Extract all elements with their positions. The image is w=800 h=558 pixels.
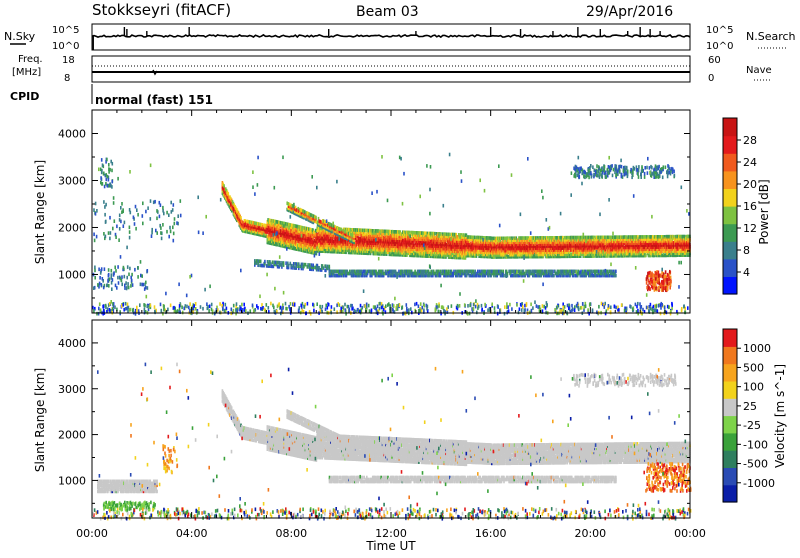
noise-tick-left-bottom: 10^0 xyxy=(52,41,79,52)
cpid-text: normal (fast) 151 xyxy=(95,93,213,107)
power-echo-main xyxy=(389,230,391,234)
freq-label-1: Freq. xyxy=(18,54,43,65)
power-echo-main xyxy=(645,254,647,258)
power-echo-main xyxy=(240,216,242,220)
power-echo-main xyxy=(223,184,225,188)
power-panel-bg xyxy=(92,110,690,313)
freq-tick-top: 18 xyxy=(62,55,75,66)
station-title: Stokkseyri (fitACF) xyxy=(92,1,231,19)
freq-strip-frame xyxy=(92,56,690,82)
noise-trace xyxy=(92,27,690,50)
power-echo-main xyxy=(434,232,436,236)
power-echo-main xyxy=(242,221,244,225)
nsearch-label: N.Search xyxy=(746,30,796,43)
noise-tick-right-top: 10^5 xyxy=(706,25,733,36)
nave-tick-bottom: 0 xyxy=(708,73,714,84)
power-echo-main xyxy=(449,233,451,237)
cpid-label: CPID xyxy=(10,90,39,103)
power-echo-main xyxy=(228,192,230,196)
nsky-label: N.Sky xyxy=(4,30,36,43)
nave-label: Nave xyxy=(746,65,772,76)
beam-title: Beam 03 xyxy=(356,4,419,20)
noise-tick-left-top: 10^5 xyxy=(52,25,79,36)
nave-tick-top: 60 xyxy=(708,55,721,66)
power-echo-main xyxy=(474,236,476,240)
date-title: 29/Apr/2016 xyxy=(586,4,673,20)
freq-tick-bottom: 8 xyxy=(64,73,70,84)
freq-label-2: [MHz] xyxy=(12,67,41,78)
noise-tick-right-bottom: 10^0 xyxy=(706,41,733,52)
